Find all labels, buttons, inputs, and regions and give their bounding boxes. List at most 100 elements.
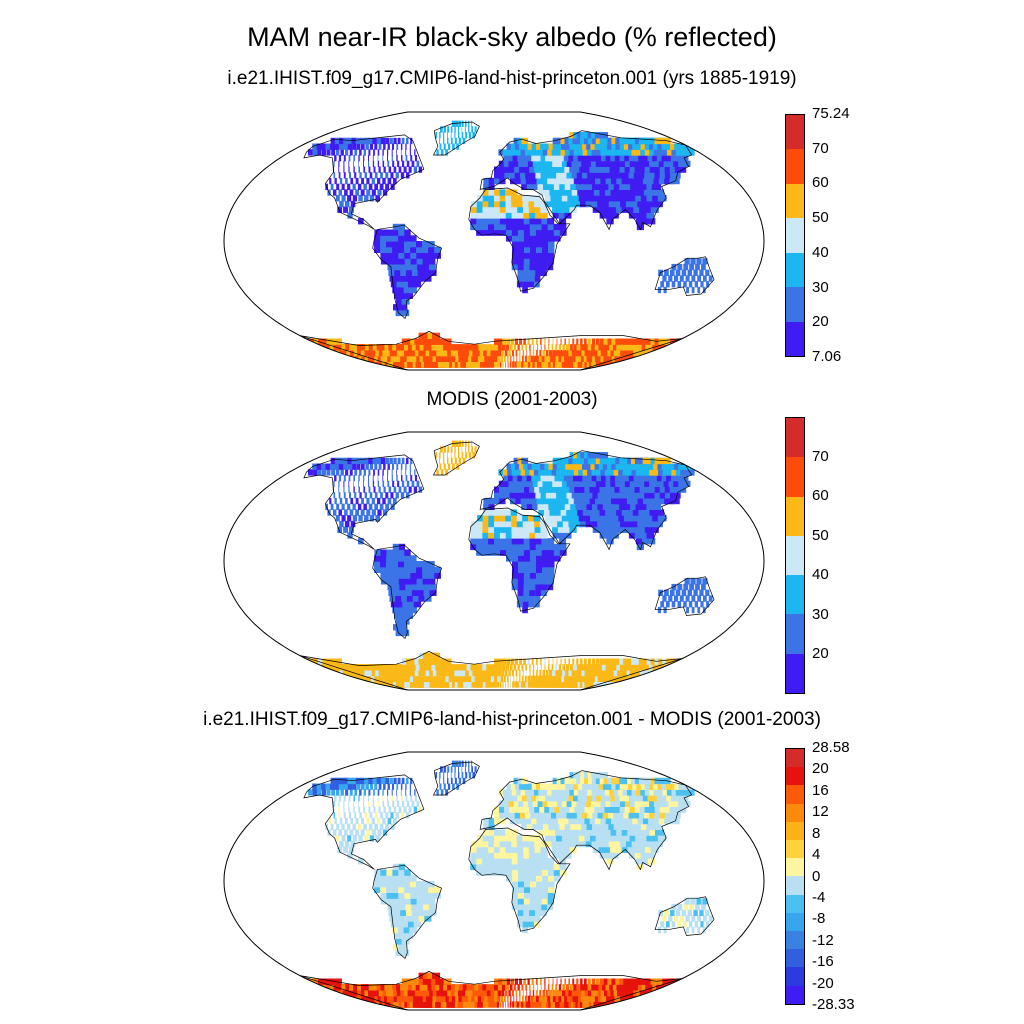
map-grid-cell [395, 812, 399, 819]
map-grid-cell [439, 658, 448, 665]
map-grid-cell [525, 497, 533, 505]
map-grid-cell [540, 589, 547, 596]
map-grid-cell [541, 572, 549, 579]
map-grid-cell [588, 509, 597, 516]
map-grid-cell [556, 338, 558, 345]
map-grid-cell [638, 829, 648, 836]
map-grid-cell [542, 149, 551, 156]
map-grid-cell [333, 486, 335, 493]
map-grid-cell [526, 155, 534, 162]
map-grid-cell [533, 195, 541, 202]
map-grid-cell [637, 200, 646, 208]
map-grid-cell [668, 275, 673, 282]
map-grid-cell [484, 995, 489, 1002]
map-grid-cell [577, 189, 585, 196]
map-grid-cell [629, 486, 640, 493]
map-grid-cell [470, 538, 477, 545]
map-grid-cell [600, 480, 611, 487]
map-grid-cell [551, 492, 559, 499]
map-grid-cell [618, 492, 628, 499]
map-grid-cell [431, 972, 441, 979]
map-grid-cell [697, 286, 701, 294]
map-grid-cell [649, 812, 660, 819]
coastline-africa [468, 507, 571, 612]
map-grid-cell [434, 566, 441, 573]
map-grid-cell [535, 978, 538, 985]
map-grid-cell [519, 492, 527, 499]
map-grid-cell [610, 189, 619, 196]
map-grid-cell [392, 869, 399, 876]
map-grid-cell [584, 817, 593, 825]
map-grid-cell [550, 195, 558, 202]
map-grid-cell [630, 503, 639, 510]
map-grid-cell [499, 200, 507, 208]
map-grid-cell [392, 143, 394, 150]
map-grid-cell [380, 875, 387, 882]
map-grid-cell [654, 457, 671, 465]
map-grid-cell [559, 549, 567, 556]
map-grid-cell [587, 812, 596, 819]
map-grid-cell [372, 777, 378, 785]
map-grid-cell [569, 206, 577, 213]
map-grid-cell [344, 840, 350, 848]
map-grid-cell [654, 172, 665, 179]
map-grid-cell [592, 812, 601, 819]
map-grid-cell [338, 463, 344, 470]
map-grid-cell [556, 812, 564, 819]
map-grid-cell [401, 275, 409, 282]
map-grid-cell [400, 149, 402, 156]
map-grid-cell [675, 475, 689, 482]
map-grid-cell [352, 183, 356, 190]
map-grid-cell [409, 606, 417, 614]
map-grid-cell [413, 601, 422, 608]
map-grid-cell [436, 469, 439, 476]
map-grid-cell [363, 155, 365, 162]
map-grid-cell [608, 200, 617, 208]
map-grid-cell [405, 789, 407, 796]
map-grid-cell [348, 166, 350, 173]
map-grid-cell [540, 269, 547, 276]
map-grid-cell [602, 492, 612, 499]
map-grid-cell [356, 463, 361, 470]
map-grid-cell [545, 349, 549, 357]
map-grid-cell [517, 892, 525, 899]
map-grid-cell [514, 463, 522, 470]
map-grid-cell [334, 777, 342, 785]
map-grid-cell [488, 858, 495, 865]
map-grid-cell [486, 349, 492, 357]
map-grid-cell [374, 229, 381, 236]
map-grid-cell [380, 555, 387, 562]
map-grid-cell [516, 200, 524, 208]
map-grid-cell [396, 783, 399, 790]
map-grid-cell [378, 463, 382, 470]
map-grid-cell [483, 503, 489, 510]
map-grid-cell [516, 601, 523, 608]
map-grid-cell [657, 195, 667, 202]
map-grid-cell [615, 206, 624, 213]
map-grid-cell [334, 177, 337, 185]
map-grid-cell [648, 497, 658, 505]
map-grid-cell [368, 137, 374, 145]
map-grid-cell [474, 984, 481, 991]
map-grid-cell [584, 344, 589, 351]
map-grid-cell [629, 195, 638, 202]
map-grid-cell [447, 446, 450, 453]
map-grid-cell [410, 155, 413, 162]
map-grid-cell [600, 160, 611, 167]
map-grid-cell [482, 223, 489, 231]
map-grid-cell [325, 783, 332, 790]
map-grid-cell [548, 783, 557, 790]
map-grid-cell [347, 183, 351, 190]
map-grid-cell [526, 989, 527, 997]
map-grid-cell [706, 281, 710, 288]
map-grid-cell [488, 200, 495, 208]
map-grid-cell [662, 915, 667, 922]
map-grid-cell [488, 532, 495, 539]
map-grid-cell [511, 869, 519, 876]
map-grid-cell [512, 246, 519, 253]
map-grid-cell [344, 520, 350, 528]
map-grid-cell [539, 486, 547, 493]
map-grid-cell [498, 469, 504, 476]
map-grid-cell [525, 149, 532, 156]
map-grid-cell [540, 463, 548, 470]
